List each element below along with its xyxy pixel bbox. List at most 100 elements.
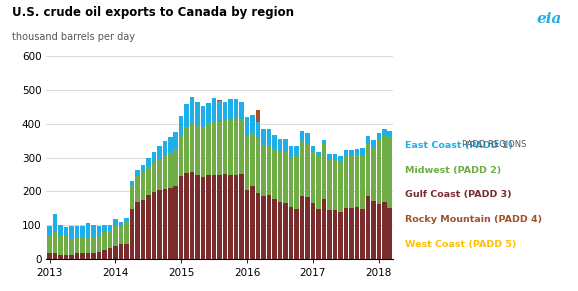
Bar — [338, 162, 343, 212]
Bar — [245, 190, 249, 259]
Bar — [151, 152, 156, 162]
Bar — [327, 160, 332, 210]
Bar — [349, 207, 354, 259]
Bar — [80, 226, 85, 237]
Bar — [327, 154, 332, 160]
Bar — [289, 157, 293, 207]
Bar — [118, 222, 123, 226]
Bar — [228, 175, 233, 259]
Bar — [228, 120, 233, 175]
Bar — [376, 204, 381, 259]
Bar — [168, 137, 172, 152]
Bar — [239, 174, 244, 259]
Bar — [283, 139, 288, 152]
Bar — [332, 160, 337, 210]
Bar — [360, 209, 365, 259]
Bar — [47, 226, 52, 236]
Text: West Coast (PADD 5): West Coast (PADD 5) — [405, 240, 516, 249]
Bar — [195, 125, 200, 175]
Bar — [311, 146, 315, 152]
Bar — [162, 156, 167, 189]
Text: PADD REGIONS: PADD REGIONS — [462, 140, 527, 149]
Bar — [289, 207, 293, 259]
Bar — [382, 129, 387, 135]
Bar — [327, 210, 332, 259]
Bar — [360, 156, 365, 209]
Bar — [354, 155, 359, 207]
Bar — [206, 124, 211, 175]
Bar — [343, 156, 348, 207]
Bar — [272, 149, 277, 199]
Bar — [206, 175, 211, 259]
Bar — [305, 198, 310, 259]
Bar — [179, 116, 183, 135]
Bar — [53, 214, 57, 232]
Bar — [261, 146, 266, 196]
Bar — [91, 253, 96, 259]
Bar — [102, 225, 107, 232]
Bar — [217, 122, 222, 175]
Bar — [184, 173, 189, 259]
Bar — [58, 235, 63, 255]
Bar — [124, 244, 128, 259]
Bar — [338, 212, 343, 259]
Bar — [201, 127, 205, 177]
Bar — [108, 230, 112, 248]
Bar — [256, 193, 260, 259]
Bar — [135, 170, 139, 176]
Bar — [234, 175, 238, 259]
Text: Rocky Mountain (PADD 4): Rocky Mountain (PADD 4) — [405, 215, 542, 224]
Bar — [321, 140, 326, 144]
Bar — [316, 209, 321, 259]
Bar — [267, 129, 271, 146]
Bar — [179, 135, 183, 176]
Bar — [157, 159, 161, 190]
Bar — [245, 136, 249, 190]
Bar — [300, 196, 304, 259]
Text: U.S. crude oil exports to Canada by region: U.S. crude oil exports to Canada by regi… — [12, 6, 294, 19]
Bar — [91, 237, 96, 253]
Bar — [80, 237, 85, 253]
Bar — [365, 143, 370, 196]
Bar — [146, 158, 150, 167]
Bar — [365, 136, 370, 143]
Bar — [86, 237, 90, 253]
Bar — [140, 172, 145, 200]
Text: thousand barrels per day: thousand barrels per day — [12, 32, 135, 42]
Bar — [311, 152, 315, 203]
Bar — [64, 255, 68, 259]
Bar — [173, 149, 178, 186]
Bar — [140, 165, 145, 172]
Bar — [217, 101, 222, 122]
Bar — [162, 189, 167, 259]
Bar — [102, 249, 107, 259]
Bar — [118, 226, 123, 244]
Bar — [278, 139, 282, 152]
Bar — [173, 186, 178, 259]
Bar — [58, 225, 63, 235]
Bar — [250, 186, 255, 259]
Bar — [173, 132, 178, 149]
Bar — [250, 133, 255, 186]
Bar — [371, 140, 376, 148]
Bar — [305, 143, 310, 198]
Bar — [75, 237, 79, 253]
Text: Midwest (PADD 2): Midwest (PADD 2) — [405, 166, 501, 175]
Bar — [267, 146, 271, 196]
Bar — [97, 226, 101, 235]
Bar — [140, 200, 145, 259]
Bar — [387, 131, 392, 137]
Bar — [206, 103, 211, 124]
Bar — [58, 255, 63, 259]
Bar — [168, 152, 172, 188]
Bar — [157, 190, 161, 259]
Bar — [195, 102, 200, 125]
Bar — [316, 156, 321, 209]
Bar — [278, 152, 282, 202]
Bar — [113, 246, 118, 259]
Bar — [118, 244, 123, 259]
Bar — [332, 154, 337, 160]
Bar — [283, 152, 288, 203]
Bar — [349, 150, 354, 156]
Bar — [234, 100, 238, 118]
